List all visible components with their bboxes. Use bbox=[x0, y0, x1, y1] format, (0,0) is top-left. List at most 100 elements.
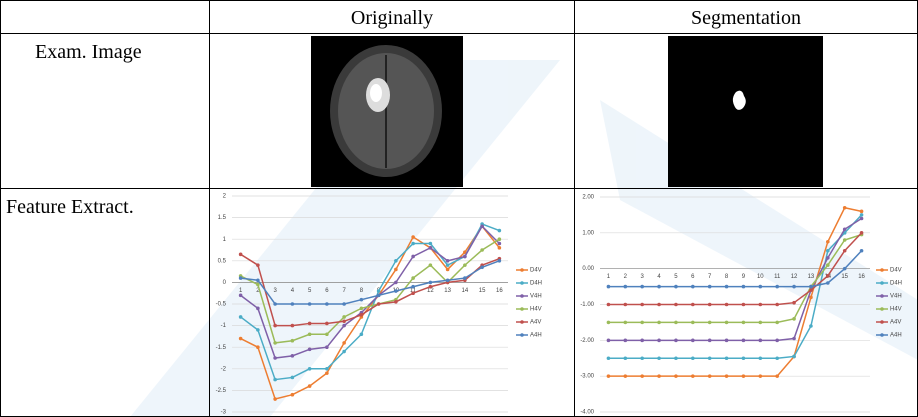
data-point bbox=[742, 374, 746, 378]
data-point bbox=[624, 303, 628, 307]
data-point bbox=[273, 378, 277, 382]
legend-label: D4H bbox=[530, 281, 542, 287]
legend-label: D4V bbox=[890, 268, 902, 274]
y-tick-label: -2 bbox=[221, 366, 227, 372]
data-point bbox=[843, 206, 847, 210]
x-tick-label: 13 bbox=[444, 288, 451, 294]
data-point bbox=[657, 321, 661, 325]
data-point bbox=[325, 322, 329, 326]
legend-marker bbox=[880, 268, 884, 272]
data-point bbox=[342, 319, 346, 323]
data-point bbox=[446, 263, 450, 267]
data-point bbox=[775, 339, 779, 343]
data-point bbox=[394, 259, 398, 263]
data-point bbox=[759, 374, 763, 378]
data-point bbox=[759, 285, 763, 289]
data-point bbox=[429, 285, 433, 289]
data-point bbox=[291, 376, 295, 380]
y-tick-label: 0.00 bbox=[582, 266, 594, 272]
data-point bbox=[308, 332, 312, 336]
data-point bbox=[640, 339, 644, 343]
data-point bbox=[429, 246, 433, 250]
data-point bbox=[674, 356, 678, 360]
x-tick-label: 11 bbox=[774, 274, 781, 280]
data-point bbox=[325, 345, 329, 349]
mri-image bbox=[311, 36, 463, 187]
data-point bbox=[792, 317, 796, 321]
y-tick-label: 2.00 bbox=[582, 195, 594, 201]
data-point bbox=[394, 300, 398, 304]
data-point bbox=[691, 321, 695, 325]
data-point bbox=[708, 303, 712, 307]
data-point bbox=[429, 263, 433, 267]
data-point bbox=[273, 302, 277, 306]
x-tick-label: 12 bbox=[791, 274, 798, 280]
data-point bbox=[691, 303, 695, 307]
y-tick-label: 1.00 bbox=[582, 230, 594, 236]
data-point bbox=[624, 339, 628, 343]
data-point bbox=[607, 374, 611, 378]
data-point bbox=[759, 321, 763, 325]
data-point bbox=[325, 371, 329, 375]
data-point bbox=[256, 328, 260, 332]
data-point bbox=[377, 294, 381, 298]
x-tick-label: 3 bbox=[641, 274, 645, 280]
data-point bbox=[759, 356, 763, 360]
data-point bbox=[411, 235, 415, 239]
x-tick-label: 13 bbox=[808, 274, 815, 280]
y-tick-label: -0.5 bbox=[216, 302, 227, 308]
legend-label: A4H bbox=[530, 333, 542, 339]
data-point bbox=[308, 322, 312, 326]
data-point bbox=[775, 285, 779, 289]
x-tick-label: 9 bbox=[742, 274, 746, 280]
data-point bbox=[860, 249, 864, 253]
data-point bbox=[446, 259, 450, 263]
data-point bbox=[360, 332, 364, 336]
x-tick-label: 16 bbox=[496, 288, 503, 294]
data-point bbox=[291, 339, 295, 343]
data-point bbox=[674, 339, 678, 343]
data-point bbox=[256, 283, 260, 287]
data-point bbox=[239, 337, 243, 341]
data-point bbox=[394, 281, 398, 285]
x-tick-label: 15 bbox=[479, 288, 486, 294]
data-point bbox=[826, 240, 830, 244]
data-point bbox=[708, 374, 712, 378]
data-point bbox=[607, 321, 611, 325]
y-tick-label: 0.5 bbox=[218, 258, 227, 264]
data-point bbox=[725, 303, 729, 307]
data-point bbox=[429, 281, 433, 285]
data-point bbox=[691, 339, 695, 343]
data-point bbox=[691, 356, 695, 360]
y-tick-label: 1 bbox=[223, 237, 227, 243]
data-point bbox=[742, 303, 746, 307]
data-point bbox=[691, 374, 695, 378]
y-tick-label: -4.00 bbox=[580, 410, 594, 416]
data-point bbox=[607, 356, 611, 360]
data-point bbox=[498, 246, 502, 250]
column-header: Segmentation bbox=[691, 7, 801, 29]
data-point bbox=[342, 302, 346, 306]
x-tick-label: 2 bbox=[624, 274, 628, 280]
legend-marker bbox=[520, 294, 524, 298]
data-point bbox=[360, 298, 364, 302]
data-point bbox=[775, 374, 779, 378]
data-point bbox=[607, 303, 611, 307]
data-point bbox=[725, 374, 729, 378]
y-tick-label: -3.00 bbox=[580, 374, 594, 380]
row-header: Exam. Image bbox=[35, 41, 142, 63]
data-point bbox=[860, 210, 864, 214]
legend-marker bbox=[520, 268, 524, 272]
y-tick-label: 2 bbox=[223, 194, 227, 200]
data-point bbox=[640, 303, 644, 307]
data-point bbox=[775, 321, 779, 325]
data-point bbox=[377, 289, 381, 293]
legend-label: A4H bbox=[890, 333, 902, 339]
data-point bbox=[792, 355, 796, 359]
y-tick-label: 0 bbox=[223, 280, 227, 286]
data-point bbox=[843, 238, 847, 242]
column-header: Originally bbox=[351, 7, 433, 29]
data-point bbox=[411, 276, 415, 280]
data-point bbox=[325, 302, 329, 306]
data-point bbox=[775, 303, 779, 307]
